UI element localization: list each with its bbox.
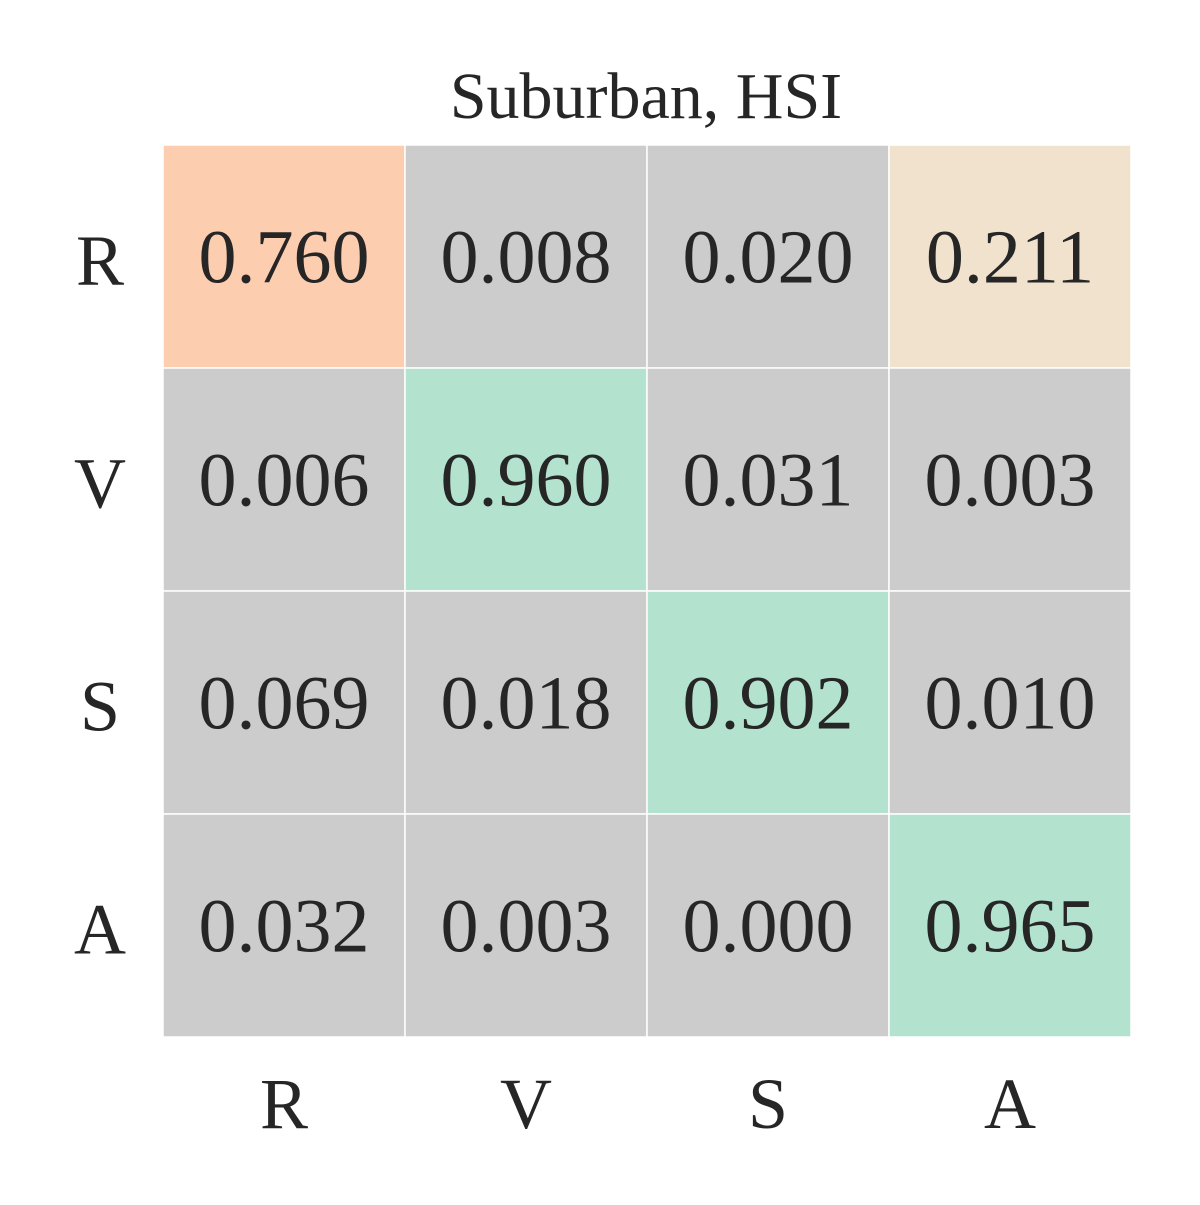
heatmap-cell xyxy=(888,590,1132,815)
y-axis-tick-labels: R V S A xyxy=(74,221,126,970)
heatmap-value-label: 0.006 xyxy=(199,439,370,523)
heatmap-cell xyxy=(888,367,1132,592)
heatmap-value-label: 0.211 xyxy=(926,216,1094,300)
heatmap-cell xyxy=(404,367,648,592)
heatmap-value-label: 0.069 xyxy=(199,662,370,746)
heatmap-value-label: 0.010 xyxy=(925,662,1096,746)
heatmap-cell xyxy=(162,813,406,1038)
heatmap-cell xyxy=(646,144,890,369)
heatmap-value-label: 0.020 xyxy=(683,216,854,300)
y-tick-label: A xyxy=(74,890,126,970)
heatmap-cell xyxy=(888,144,1132,369)
heatmap-cells xyxy=(162,144,1132,1038)
x-tick-label: S xyxy=(748,1064,788,1144)
heatmap-value-label: 0.902 xyxy=(683,662,854,746)
heatmap-cell xyxy=(646,813,890,1038)
heatmap-value-label: 0.018 xyxy=(441,662,612,746)
heatmap-value-label: 0.000 xyxy=(683,885,854,969)
chart-title: Suburban, HSI xyxy=(450,60,842,133)
heatmap-cell xyxy=(404,144,648,369)
heatmap-cell xyxy=(404,813,648,1038)
heatmap-value-label: 0.760 xyxy=(199,216,370,300)
heatmap-cell xyxy=(162,144,406,369)
heatmap-value-label: 0.003 xyxy=(925,439,1096,523)
heatmap-value-label: 0.032 xyxy=(199,885,370,969)
heatmap-value-label: 0.008 xyxy=(441,216,612,300)
heatmap-cell xyxy=(162,367,406,592)
y-tick-label: R xyxy=(76,221,124,301)
x-tick-label: V xyxy=(500,1064,552,1144)
x-tick-label: R xyxy=(260,1064,308,1144)
x-tick-label: A xyxy=(984,1064,1036,1144)
heatmap-cell xyxy=(404,590,648,815)
heatmap-value-label: 0.031 xyxy=(683,439,854,523)
y-tick-label: S xyxy=(80,667,120,747)
heatmap-value-labels: 0.760 0.008 0.020 0.211 0.006 0.960 0.031 0.003… xyxy=(199,216,1096,969)
heatmap-value-label: 0.960 xyxy=(441,439,612,523)
heatmap-cell xyxy=(888,813,1132,1038)
y-tick-label: V xyxy=(74,444,126,524)
heatmap-cell xyxy=(646,367,890,592)
heatmap-value-label: 0.965 xyxy=(925,885,1096,969)
heatmap-value-label: 0.003 xyxy=(441,885,612,969)
